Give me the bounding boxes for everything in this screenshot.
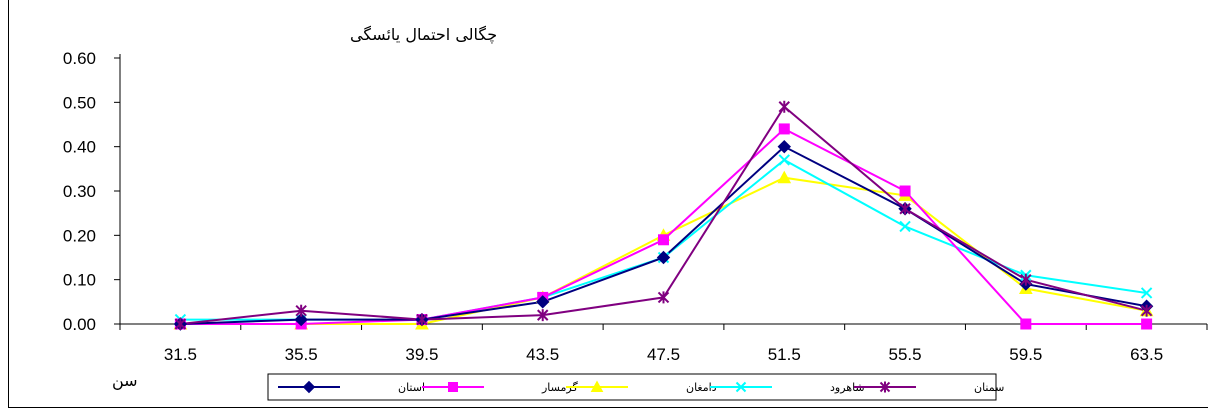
legend-item: سمنان xyxy=(854,381,1004,394)
legend-item: دامغان xyxy=(566,380,717,394)
data-point xyxy=(658,234,669,246)
data-point xyxy=(1140,304,1153,317)
x-tick-label: 59.5 xyxy=(1009,345,1042,364)
y-axis-title: چگالی احتمال یائسگی xyxy=(350,25,497,44)
chart-frame xyxy=(8,0,1208,408)
legend-label: دامغان xyxy=(686,381,717,394)
legend-label: شاهرود xyxy=(830,381,865,394)
data-point xyxy=(294,312,308,327)
x-tick-label: 39.5 xyxy=(405,345,438,364)
data-point xyxy=(778,100,790,113)
y-tick-label: 0.30 xyxy=(63,182,96,201)
legend-label: گرمسار xyxy=(541,381,578,394)
legend-item: استان xyxy=(278,380,425,394)
data-point xyxy=(879,381,891,393)
x-tick-label: 63.5 xyxy=(1130,345,1163,364)
data-point xyxy=(656,250,671,265)
legend-item: شاهرود xyxy=(710,381,865,394)
x-tick-label: 47.5 xyxy=(647,345,680,364)
data-point xyxy=(899,202,911,215)
data-point xyxy=(778,123,790,135)
data-point xyxy=(1020,273,1032,286)
y-tick-label: 0.20 xyxy=(63,226,96,245)
y-tick-label: 0.10 xyxy=(63,271,96,290)
axes: 0.00 0.10 0.20 0.30 0.40 0.50 0.60 31.5 35.5 39.5… xyxy=(63,49,1208,364)
x-tick-label: 35.5 xyxy=(285,345,318,364)
x-tick-label: 31.5 xyxy=(164,345,197,364)
data-point xyxy=(777,139,791,154)
data-point xyxy=(657,291,670,304)
data-point xyxy=(295,304,307,317)
legend-item: گرمسار xyxy=(422,381,578,394)
y-tick-label: 0.40 xyxy=(63,138,96,157)
y-tick-label: 0.60 xyxy=(63,49,96,68)
data-point xyxy=(448,382,458,392)
x-tick-label: 55.5 xyxy=(889,345,922,364)
data-point xyxy=(536,295,550,309)
data-point xyxy=(1140,287,1153,299)
data-point xyxy=(777,170,792,184)
data-point xyxy=(778,154,790,166)
plot-area xyxy=(173,100,1154,331)
legend-label: استان xyxy=(398,381,425,394)
data-point xyxy=(899,220,911,233)
x-tick-label: 43.5 xyxy=(526,345,559,364)
data-point xyxy=(1020,318,1032,330)
legend: استان گرمسار دامغان شاهرود سمنان xyxy=(267,373,1004,401)
data-point xyxy=(735,381,747,393)
data-point xyxy=(537,309,549,322)
y-tick-label: 0.50 xyxy=(63,93,96,112)
x-tick-label: 51.5 xyxy=(768,345,801,364)
x-axis-title: سن xyxy=(112,371,138,391)
data-point xyxy=(590,380,604,392)
data-point xyxy=(416,313,428,326)
data-point xyxy=(1141,318,1153,330)
legend-label: سمنان xyxy=(974,381,1004,394)
data-point xyxy=(174,318,187,330)
data-point xyxy=(899,185,911,197)
data-point xyxy=(302,380,316,394)
y-tick-label: 0.00 xyxy=(63,315,96,334)
